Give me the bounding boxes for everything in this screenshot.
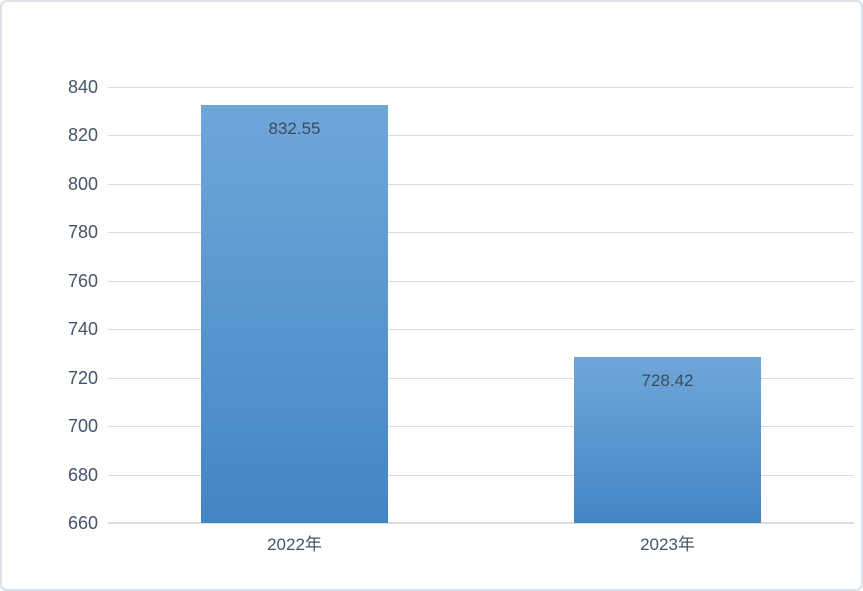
y-gridline: [108, 474, 854, 476]
y-axis-tick-label: 760: [67, 270, 98, 291]
bar-data-label: 728.42: [641, 371, 694, 391]
y-axis-tick-label: 660: [67, 513, 98, 533]
y-gridline: [108, 377, 854, 379]
bar-series-column[interactable]: [201, 105, 388, 523]
y-gridline: [108, 280, 854, 282]
y-gridline: [108, 232, 854, 234]
y-axis-tick-label: 840: [67, 77, 98, 97]
y-gridline: [108, 87, 854, 88]
y-gridline: [108, 135, 854, 137]
y-gridline: [108, 329, 854, 331]
y-axis-tick-label: 780: [67, 222, 98, 243]
bar-data-label: 832.55: [268, 119, 321, 139]
y-axis-tick-label: 700: [67, 416, 98, 437]
y-axis-tick-label: 740: [67, 319, 98, 340]
y-axis-tick-label: 680: [67, 464, 98, 485]
y-gridline: [108, 183, 854, 185]
y-axis-tick-label: 820: [67, 125, 98, 146]
x-axis-category-label: 2023年: [640, 535, 695, 554]
y-gridline: [108, 426, 854, 428]
y-axis-tick-label: 720: [67, 367, 98, 388]
x-axis-category-label: 2022年: [267, 535, 322, 554]
x-axis-line: [108, 522, 854, 524]
bar-series-column[interactable]: [574, 357, 761, 523]
y-axis-tick-label: 800: [67, 173, 98, 194]
